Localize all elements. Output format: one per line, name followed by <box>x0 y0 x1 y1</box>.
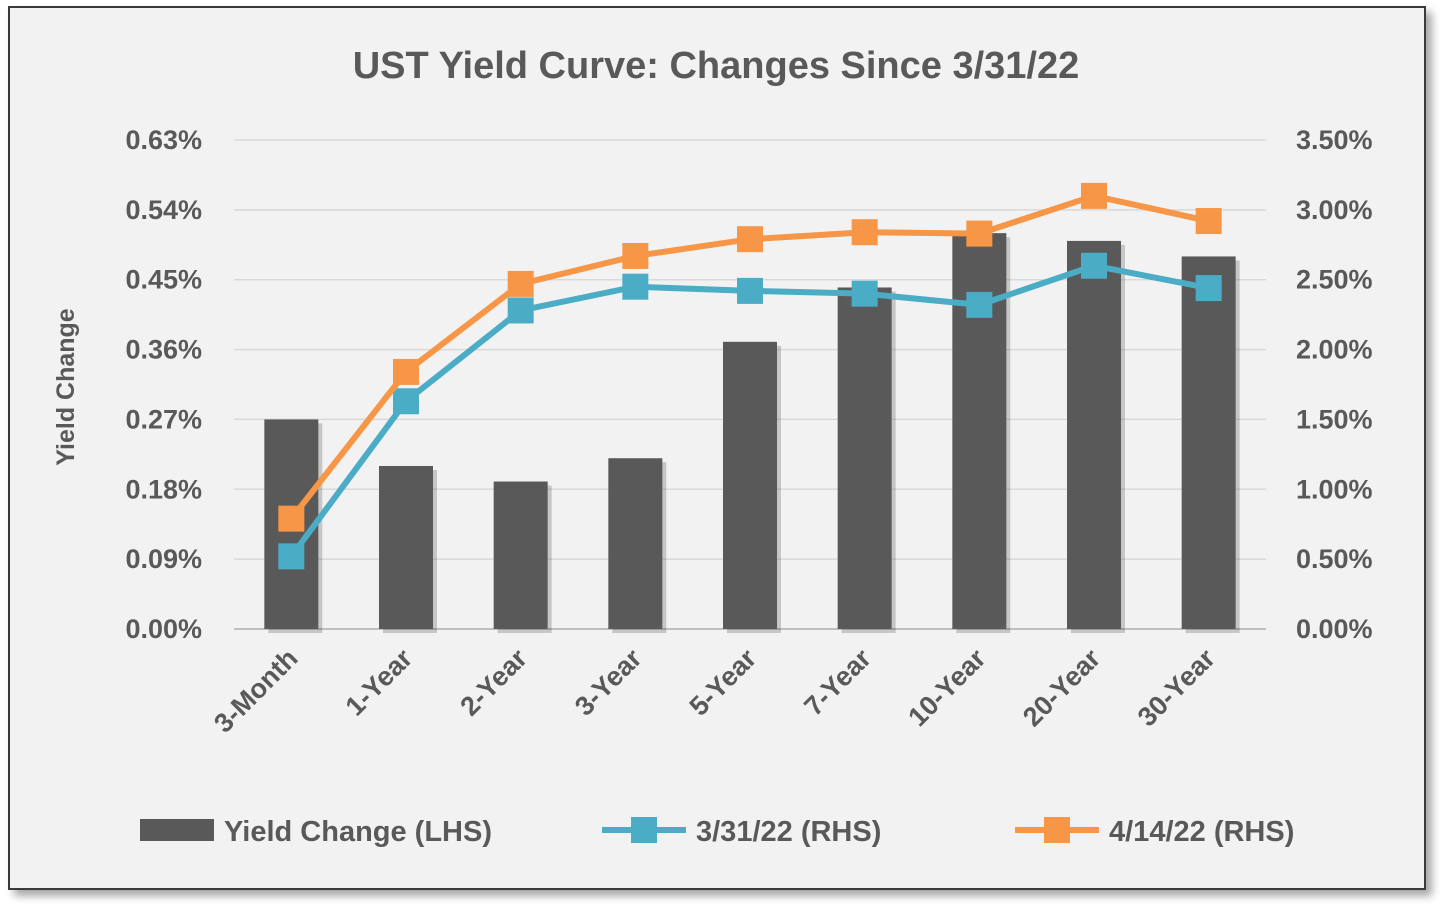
y-axis-label: Yield Change <box>52 308 80 466</box>
bar <box>1181 256 1236 629</box>
series-marker <box>393 358 419 385</box>
series-marker <box>1081 252 1107 279</box>
series-marker <box>1195 208 1222 235</box>
left-tick-label: 0.09% <box>125 544 202 574</box>
series-marker <box>737 277 763 304</box>
x-tick-label: 10-Year <box>902 643 992 733</box>
x-tick-label: 3-Year <box>569 643 648 722</box>
left-tick-label: 0.00% <box>125 614 202 644</box>
series-marker <box>622 273 649 300</box>
series-marker <box>851 219 878 246</box>
series-marker <box>851 280 878 307</box>
x-tick-label: 20-Year <box>1017 643 1107 733</box>
bar <box>1067 240 1121 629</box>
series-marker <box>507 270 534 297</box>
legend: Yield Change (LHS) 3/31/22 (RHS) 4/14/22 (… <box>140 816 1294 848</box>
line-series <box>278 182 1222 570</box>
series-marker <box>393 388 419 415</box>
bar <box>379 466 433 629</box>
left-tick-label: 0.18% <box>125 474 202 504</box>
series-marker <box>1081 182 1107 209</box>
series-marker <box>966 220 993 247</box>
legend-swatch-marker <box>631 817 657 843</box>
right-tick-label: 2.00% <box>1296 335 1373 365</box>
right-tick-label: 3.00% <box>1296 195 1373 225</box>
x-tick-label: 30-Year <box>1132 643 1222 733</box>
series-marker <box>737 226 763 253</box>
series-marker <box>278 543 305 570</box>
bar <box>493 481 548 629</box>
x-tick-label: 2-Year <box>454 643 533 722</box>
legend-label: Yield Change (LHS) <box>224 816 492 848</box>
right-tick-label: 1.50% <box>1296 404 1373 434</box>
series-marker <box>507 297 534 324</box>
x-tick-label: 1-Year <box>340 643 419 722</box>
right-axis-ticks: 0.00% 0.50% 1.00% 1.50% 2.00% 2.50% 3.00% 3.50% <box>1296 125 1373 644</box>
left-tick-label: 0.27% <box>125 404 202 434</box>
right-tick-label: 0.50% <box>1296 544 1373 574</box>
series-marker <box>278 505 305 532</box>
series-marker <box>1195 275 1222 302</box>
bar <box>723 341 777 629</box>
left-axis-ticks: 0.00% 0.09% 0.18% 0.27% 0.36% 0.45% 0.54% 0.63% <box>125 125 202 644</box>
legend-swatch-marker <box>1044 817 1070 843</box>
x-tick-label: 7-Year <box>798 643 877 722</box>
legend-label: 3/31/22 (RHS) <box>696 816 881 848</box>
right-tick-label: 3.50% <box>1296 125 1373 155</box>
right-tick-label: 2.50% <box>1296 265 1373 295</box>
chart-title: UST Yield Curve: Changes Since 3/31/22 <box>353 45 1080 87</box>
series-marker <box>966 291 993 318</box>
bar <box>608 458 663 629</box>
left-tick-label: 0.63% <box>125 125 202 155</box>
x-tick-label: 5-Year <box>684 643 763 722</box>
series-marker <box>622 242 649 269</box>
right-tick-label: 0.00% <box>1296 614 1373 644</box>
bar <box>837 287 892 629</box>
x-tick-label: 3-Month <box>208 643 303 738</box>
right-tick-label: 1.00% <box>1296 474 1373 504</box>
x-axis-ticks: 3-Month 1-Year 2-Year 3-Year 5-Year 7-Year 10-… <box>208 643 1221 739</box>
left-tick-label: 0.54% <box>125 195 202 225</box>
legend-swatch-bar <box>140 819 214 841</box>
left-tick-label: 0.45% <box>125 265 202 295</box>
legend-label: 4/14/22 (RHS) <box>1109 816 1294 848</box>
left-tick-label: 0.36% <box>125 335 202 365</box>
